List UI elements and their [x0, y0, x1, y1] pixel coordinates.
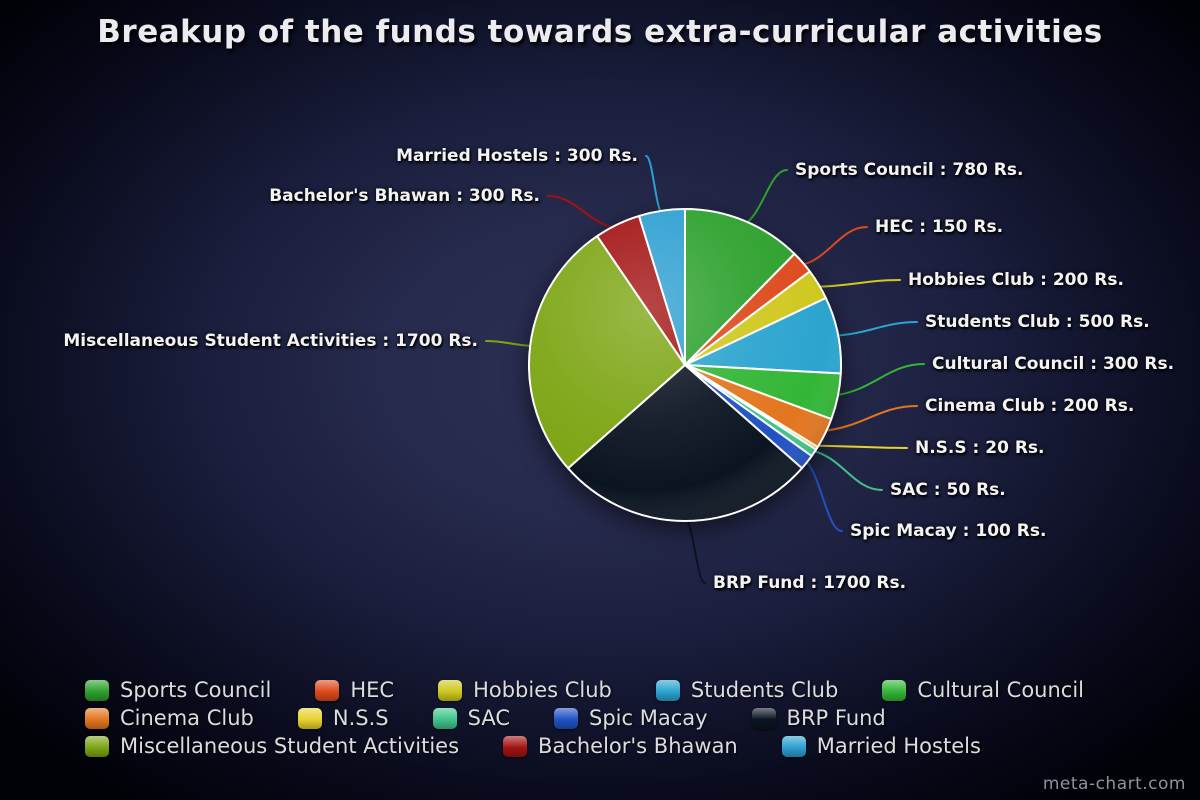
legend-label: Sports Council	[120, 678, 272, 702]
legend-swatch-spic-macay	[554, 707, 578, 729]
legend: Sports Council HEC Hobbies Club Students Cl…	[85, 676, 1128, 760]
legend-label: Married Hostels	[816, 734, 981, 758]
pie-slices	[528, 208, 842, 523]
legend-item-miscellaneous-student-activities: Miscellaneous Student Activities	[85, 734, 459, 758]
legend-label: SAC	[467, 706, 510, 730]
chart-title: Breakup of the funds towards extra-curri…	[97, 14, 1103, 50]
legend-label: Cultural Council	[917, 678, 1085, 702]
legend-row: Cinema Club N.S.S SAC Spic Macay BRP Fund	[85, 704, 1128, 732]
legend-swatch-hec	[315, 679, 340, 701]
legend-label: BRP Fund	[786, 706, 886, 730]
legend-item-cinema-club: Cinema Club	[85, 706, 254, 730]
leader-line-cultural-council	[831, 363, 925, 397]
legend-item-bachelor-s-bhawan: Bachelor's Bhawan	[503, 734, 738, 758]
legend-swatch-cultural-council	[882, 679, 907, 701]
leader-line-brp-fund	[684, 515, 706, 584]
legend-item-spic-macay: Spic Macay	[554, 706, 708, 730]
legend-item-sac: SAC	[432, 706, 510, 730]
leader-line-spic-macay	[802, 458, 843, 532]
legend-swatch-married-hostels	[781, 735, 806, 757]
leader-line-sac	[808, 449, 883, 491]
legend-label: HEC	[350, 678, 395, 702]
legend-swatch-miscellaneous-student-activities	[85, 735, 109, 757]
legend-label: Spic Macay	[589, 706, 708, 730]
leader-line-hec	[797, 226, 868, 267]
leader-line-n-s-s	[811, 444, 908, 449]
legend-item-brp-fund: BRP Fund	[751, 706, 886, 730]
legend-row: Miscellaneous Student Activities Bachelor…	[85, 732, 1128, 760]
leader-line-hobbies-club	[813, 279, 901, 288]
legend-swatch-students-club	[655, 679, 680, 701]
legend-item-sports-council: Sports Council	[85, 678, 271, 702]
leader-line-students-club	[832, 321, 918, 337]
legend-item-students-club: Students Club	[655, 678, 839, 702]
watermark: meta-chart.com	[1042, 774, 1186, 794]
legend-label: Students Club	[690, 678, 839, 702]
legend-label: Miscellaneous Student Activities	[120, 734, 460, 758]
legend-label: Bachelor's Bhawan	[538, 734, 738, 758]
legend-item-n-s-s: N.S.S	[297, 706, 389, 730]
legend-label: N.S.S	[332, 706, 389, 730]
legend-label: Hobbies Club	[473, 678, 612, 702]
legend-label: Cinema Club	[120, 706, 254, 730]
leader-line-married-hostels	[645, 155, 664, 217]
legend-swatch-brp-fund	[751, 707, 776, 729]
leader-line-miscellaneous-student-activities	[485, 340, 537, 348]
legend-row: Sports Council HEC Hobbies Club Students Cl…	[85, 676, 1128, 704]
legend-swatch-bachelor-s-bhawan	[503, 735, 528, 757]
legend-item-married-hostels: Married Hostels	[781, 734, 981, 758]
legend-swatch-cinema-club	[85, 707, 109, 729]
legend-item-hobbies-club: Hobbies Club	[438, 678, 612, 702]
legend-swatch-n-s-s	[297, 707, 322, 729]
legend-item-hec: HEC	[315, 678, 394, 702]
legend-swatch-sports-council	[85, 679, 109, 701]
legend-swatch-sac	[432, 707, 457, 729]
leader-line-bachelor-s-bhawan	[547, 195, 621, 230]
legend-item-cultural-council: Cultural Council	[882, 678, 1084, 702]
leader-line-sports-council	[741, 169, 788, 227]
legend-swatch-hobbies-club	[438, 679, 463, 701]
